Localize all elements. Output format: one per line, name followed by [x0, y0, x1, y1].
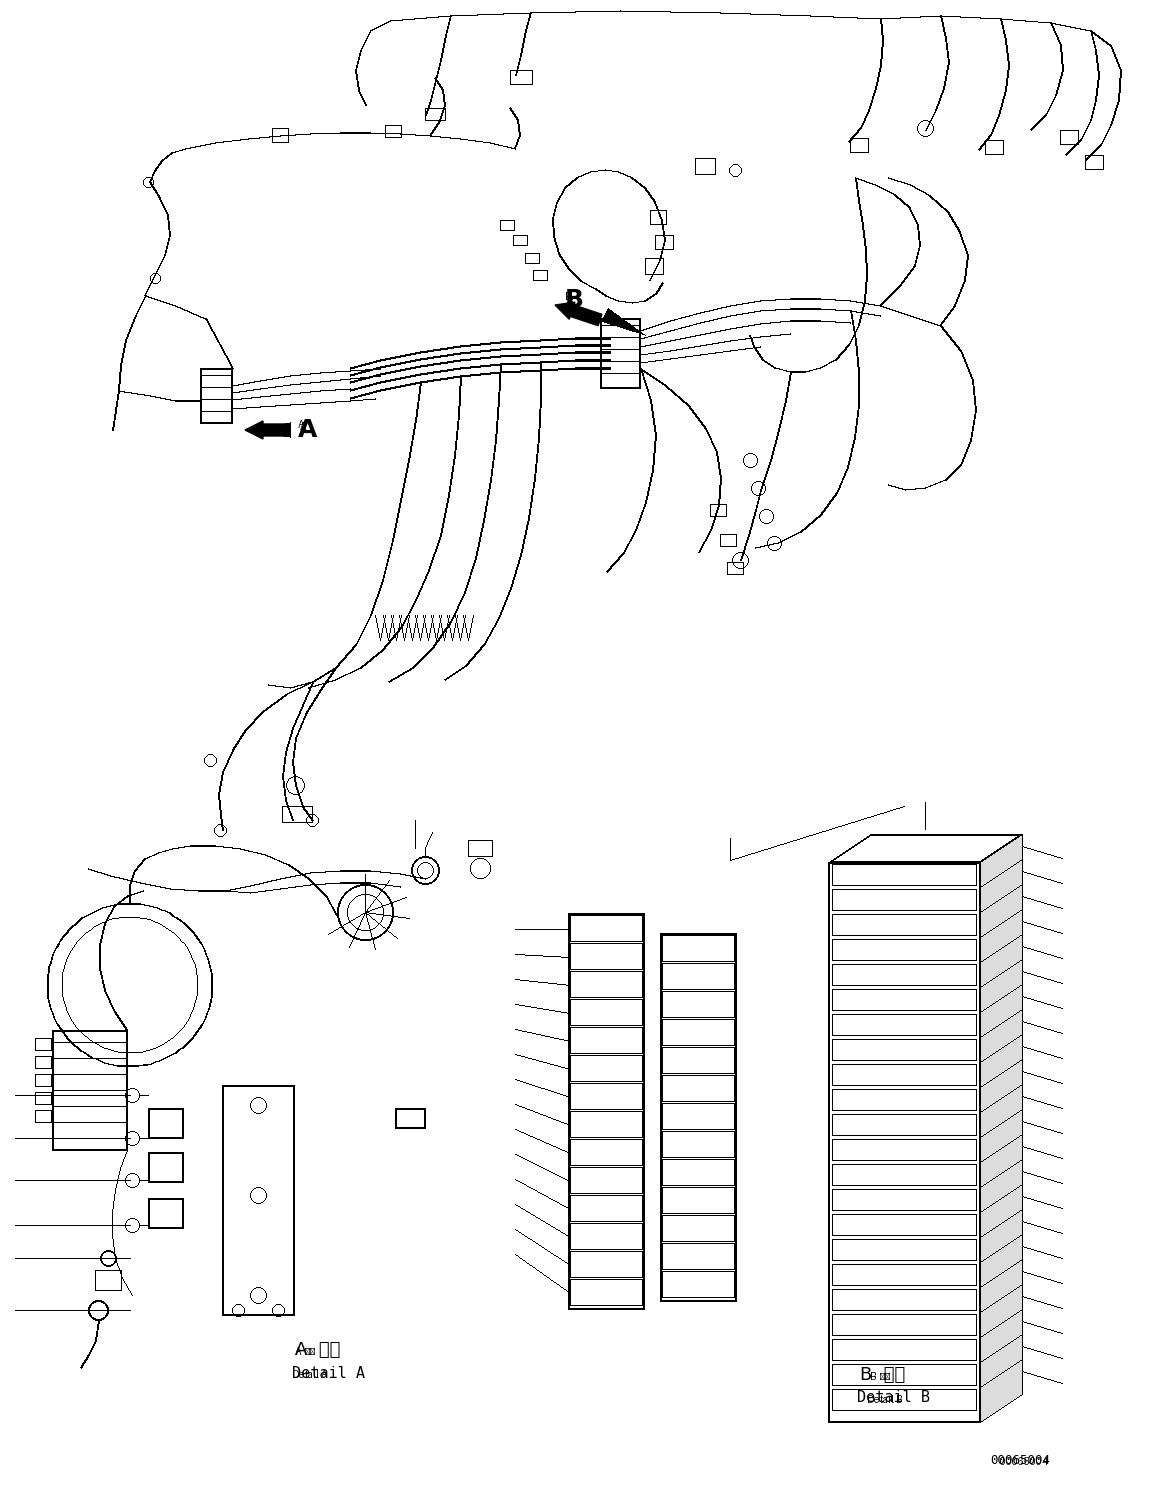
FancyArrow shape [555, 302, 602, 326]
FancyArrow shape [245, 421, 285, 439]
Text: Detail A: Detail A [292, 1366, 365, 1381]
Text: A  詳細: A 詳細 [295, 1341, 341, 1359]
Text: B  詳細: B 詳細 [859, 1366, 905, 1384]
Text: Detail B: Detail B [857, 1390, 930, 1406]
Text: A: A [298, 418, 317, 442]
Text: 00065004: 00065004 [990, 1454, 1050, 1467]
Text: B: B [565, 289, 584, 312]
